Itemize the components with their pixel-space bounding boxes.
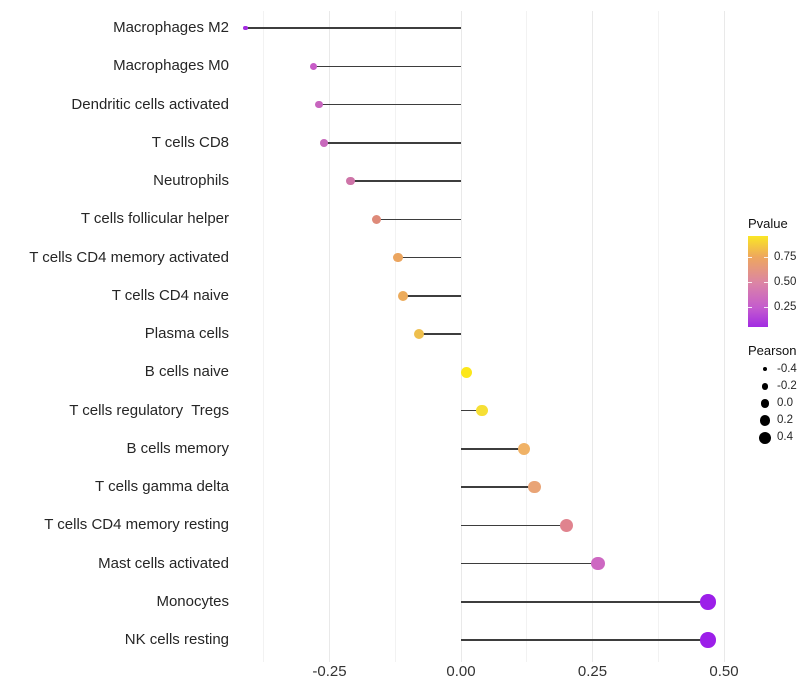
chart-point [320,138,329,147]
lollipop-stem [376,218,461,220]
colorbar-tick [748,307,752,309]
chart-point [242,25,248,31]
major-gridline [329,11,330,662]
colorbar-tick [764,307,768,309]
chart-point [700,632,716,648]
y-axis-label: T cells CD4 memory activated [29,248,229,266]
chart-point [559,518,573,532]
minor-gridline [394,11,396,662]
lollipop-stem [461,409,483,412]
y-axis-label: Dendritic cells activated [71,95,229,113]
y-axis-label: NK cells resting [124,631,229,648]
size-legend-dot [762,366,767,371]
colorbar-tick [764,256,768,258]
chart-point [517,442,531,455]
lollipop-stem [418,333,461,335]
size-legend-dot [760,398,770,408]
y-axis-label: T cells regulatory Tregs [69,401,229,419]
minor-gridline [526,11,528,662]
chart-point [590,556,605,571]
y-axis-label: Plasma cells [144,325,229,342]
chart-point [476,404,488,417]
major-gridline [460,11,462,662]
x-tick-label: 0.50 [709,663,739,680]
chart-point [700,593,716,610]
minor-gridline [657,11,659,662]
size-legend-label: 0.4 [777,431,793,444]
y-axis-label: T cells CD4 naive [111,286,229,304]
major-gridline [592,11,593,662]
x-tick-label: -0.25 [312,663,347,680]
size-legend-label: -0.2 [777,379,797,392]
colorbar-tick [764,282,768,283]
lollipop-stem [350,180,461,182]
lollipop-stem [461,448,525,450]
y-axis-label: Macrophages M2 [113,19,229,36]
y-axis-label: B cells naive [144,363,229,381]
y-axis-label: T cells CD4 memory resting [44,516,229,534]
lollipop-stem [324,142,461,144]
chart-point [528,480,541,494]
size-legend-label: 0.0 [777,396,793,409]
lollipop-stem [461,562,598,565]
size-legend-dot [761,382,769,390]
x-tick-label: 0.25 [577,663,608,680]
pearson-legend-title: Pearson [748,343,797,358]
minor-gridline [263,11,265,662]
pvalue-colorbar [748,236,768,327]
chart-point [372,214,382,224]
colorbar-tick [748,256,752,258]
lollipop-stem [461,486,535,488]
y-axis-label: B cells memory [126,439,229,457]
y-axis-label: T cells gamma delta [95,478,229,495]
size-legend-dot [758,431,771,444]
lollipop-stem [313,65,461,67]
lollipop-stem [318,103,461,106]
pvalue-legend-title: Pvalue [748,216,788,231]
major-gridline [723,11,725,662]
chart-point [398,290,409,301]
chart-point [315,100,323,109]
y-axis-label: T cells CD8 [151,133,229,151]
lollipop-stem [245,27,461,29]
colorbar-tick [748,282,752,283]
lollipop-stem [461,524,567,526]
colorbar-tick-label: 0.75 [774,250,797,263]
y-axis-label: Neutrophils [153,172,229,189]
y-axis-label: Mast cells activated [98,554,229,572]
chart-point [392,252,403,263]
lollipop-stem [397,256,461,259]
y-axis-label: T cells follicular helper [80,210,229,228]
lollipop-stem [461,639,709,641]
y-axis-label: Macrophages M0 [113,57,229,75]
colorbar-tick-label: 0.25 [774,301,797,314]
size-legend-label: 0.2 [777,414,793,427]
lollipop-stem [461,601,709,603]
lollipop-stem [403,295,461,297]
colorbar-tick-label: 0.50 [774,276,797,288]
chart-point [413,328,425,340]
chart-point [460,366,472,378]
chart-point [310,62,318,70]
x-tick-label: 0.00 [446,663,476,680]
y-axis-label: Monocytes [156,592,229,610]
chart-point [346,176,355,186]
size-legend-dot [759,415,771,426]
size-legend-label: -0.4 [777,362,797,375]
